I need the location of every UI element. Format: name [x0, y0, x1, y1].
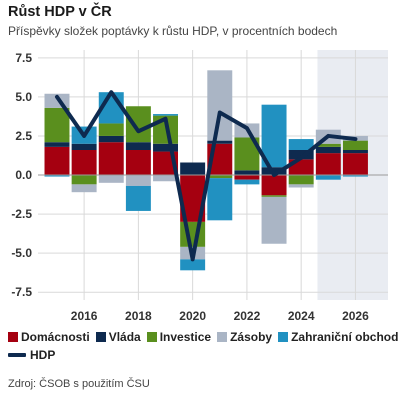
bar-segment: [125, 150, 151, 175]
bar-segment: [125, 175, 151, 186]
bar-segment: [125, 185, 151, 211]
bar-segment: [342, 153, 368, 175]
chart-source: Zdroj: ČSOB s použitím ČSU: [8, 378, 150, 390]
bar-segment: [44, 175, 70, 177]
legend-label-investice: Investice: [159, 330, 212, 344]
legend-swatch-zasoby: [217, 332, 228, 342]
legend-item-zasoby: Zásoby: [217, 330, 272, 344]
legend-item-vlada: Vláda: [95, 330, 141, 344]
y-tick-label: 7.5: [15, 51, 32, 65]
bar-segment: [71, 175, 97, 185]
bar-segment: [207, 178, 233, 221]
bar-segment: [342, 150, 368, 154]
chart-title: Růst HDP v ČR: [8, 4, 112, 20]
legend-label-domacnosti: Domácnosti: [21, 330, 90, 344]
x-tick-label: 2018: [125, 309, 152, 323]
x-tick-label: 2024: [288, 309, 315, 323]
y-tick-label: -7.5: [11, 285, 32, 299]
bar-segment: [288, 139, 314, 150]
bar-segment: [342, 175, 368, 177]
chart-legend: Domácnosti Vláda Investice Zásoby Zahran…: [8, 328, 398, 364]
bar-segment: [315, 146, 341, 154]
bar-segment: [153, 143, 178, 152]
bar-segment: [288, 175, 314, 185]
bar-segment: [44, 146, 70, 175]
bar-segment: [234, 179, 260, 185]
bar-segment: [315, 143, 341, 147]
legend-label-hdp: HDP: [30, 348, 56, 362]
hdp-line: [54, 90, 358, 262]
bar-segment: [98, 175, 124, 183]
bar-segment: [98, 123, 124, 136]
y-tick-label: 0.0: [15, 168, 32, 182]
legend-swatch-investice: [146, 332, 157, 342]
y-tick-label: 2.5: [15, 129, 32, 143]
y-tick-label: -2.5: [11, 207, 32, 221]
x-tick-label: 2022: [234, 309, 261, 323]
x-tick-label: 2016: [71, 309, 98, 323]
bar-segment: [261, 196, 287, 244]
legend-item-investice: Investice: [146, 330, 212, 344]
legend-item-zahranicni-obchod: Zahraniční obchod: [278, 330, 398, 344]
legend-swatch-zahranicni-obchod: [278, 332, 289, 342]
bar-segment: [71, 150, 97, 175]
bar-segment: [180, 162, 206, 175]
y-tick-label: 5.0: [15, 90, 32, 104]
bar-segment: [234, 175, 260, 180]
x-tick-label: 2020: [179, 309, 206, 323]
bar-segment: [98, 142, 124, 175]
bar-segment: [342, 140, 368, 150]
legend-label-zahranicni-obchod: Zahraniční obchod: [291, 330, 399, 344]
bar-segment: [261, 195, 287, 197]
legend-label-zasoby: Zásoby: [230, 330, 273, 344]
bar-segment: [71, 143, 97, 150]
bar-segment: [261, 175, 287, 196]
bar-segment: [44, 142, 70, 147]
bar-segment: [207, 140, 233, 144]
bar-segment: [153, 114, 178, 116]
legend-swatch-domacnosti: [8, 332, 18, 342]
legend-swatch-vlada: [95, 332, 106, 342]
bar-segment: [71, 184, 97, 193]
legend-label-vlada: Vláda: [108, 330, 141, 344]
bar-segment: [153, 175, 178, 182]
bar-segment: [44, 107, 70, 143]
legend-item-domacnosti: Domácnosti: [8, 330, 90, 344]
x-tick-label: 2026: [342, 309, 369, 323]
bar-segment: [288, 184, 314, 188]
bar-segment: [180, 259, 206, 271]
bar-segment: [98, 135, 124, 143]
bar-segment: [207, 175, 233, 179]
bar-segment: [315, 153, 341, 175]
chart-subtitle: Příspěvky složek poptávky k růstu HDP, v…: [8, 24, 338, 38]
y-tick-label: -5.0: [11, 246, 32, 260]
bar-segment: [125, 142, 151, 150]
bar-segment: [180, 221, 206, 247]
bar-segment: [288, 150, 314, 160]
legend-item-hdp: HDP: [8, 348, 55, 362]
bar-segment: [207, 70, 233, 141]
bar-segment: [125, 106, 151, 143]
legend-swatch-hdp: [8, 353, 26, 357]
bar-segment: [315, 175, 341, 180]
bar-segment: [234, 170, 260, 175]
